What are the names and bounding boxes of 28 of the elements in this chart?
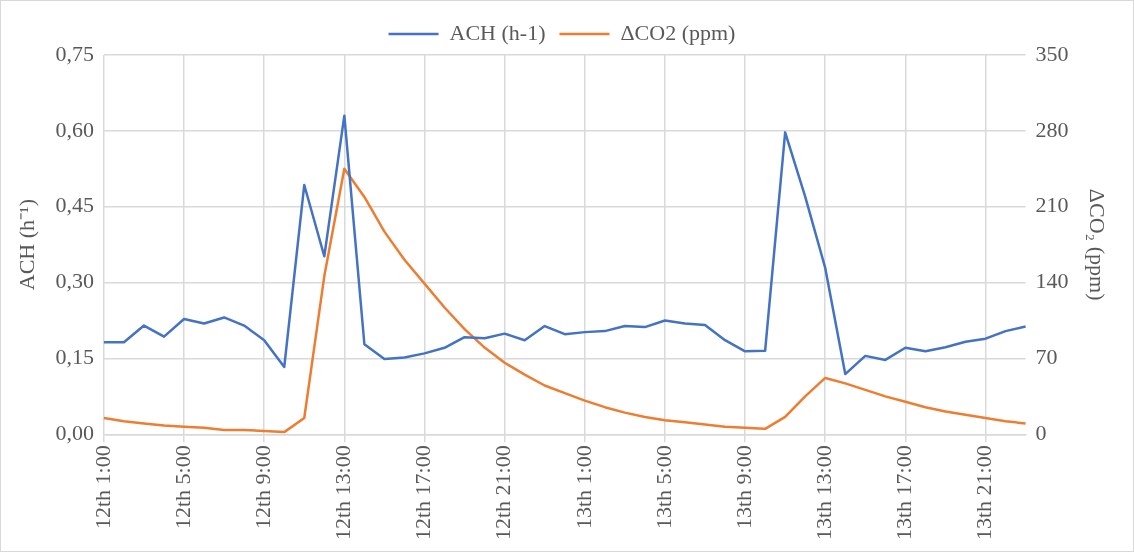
x-tick-label: 13th 1:00 [570,445,596,530]
x-tick-label: 13th 5:00 [650,445,676,530]
x-tick-label: 12th 5:00 [169,445,195,530]
y2-tick-label: 280 [1035,116,1069,142]
x-tick-label: 12th 17:00 [410,445,436,541]
y-tick-label: 0,75 [55,40,94,66]
y2-tick-label: 70 [1035,344,1058,370]
y2-tick-label: 350 [1035,40,1069,66]
x-tick-label: 13th 13:00 [811,445,837,541]
y-tick-label: 0,15 [55,344,94,370]
y2-axis-title: ΔCO₂ (ppm) [1085,188,1111,301]
x-tick-label: 12th 1:00 [89,445,115,530]
legend-label: ACH (h-1) [449,19,546,45]
y-tick-label: 0,60 [55,116,94,142]
y-tick-label: 0,30 [55,268,94,294]
x-tick-label: 12th 13:00 [330,445,356,541]
x-tick-label: 13th 17:00 [891,445,917,541]
x-tick-label: 12th 21:00 [490,445,516,541]
y-tick-label: 0,00 [55,420,94,446]
x-tick-label: 13th 21:00 [971,445,997,541]
y2-tick-label: 0 [1035,420,1047,446]
x-tick-label: 12th 9:00 [249,445,275,530]
x-tick-label: 13th 9:00 [730,445,756,530]
y-axis-title: ACH (h⁻¹) [13,199,39,291]
legend-label: ΔCO2 (ppm) [620,19,736,45]
y2-tick-label: 210 [1035,192,1069,218]
y2-tick-label: 140 [1035,268,1069,294]
y-tick-label: 0,45 [55,192,94,218]
